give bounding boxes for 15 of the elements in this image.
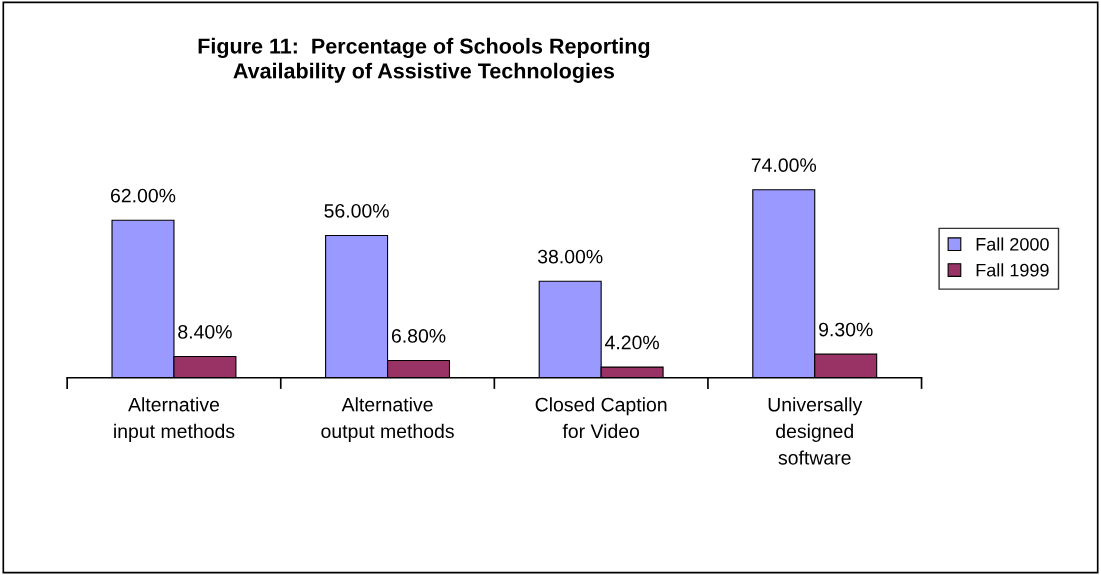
data-label: 4.20% xyxy=(605,335,659,350)
legend-label: Fall 1999 xyxy=(976,263,1049,277)
data-label: 56.00% xyxy=(324,203,389,218)
data-label: 38.00% xyxy=(537,249,603,264)
legend-label: Fall 2000 xyxy=(976,237,1049,251)
data-label: 8.40% xyxy=(178,324,232,339)
data-label: 9.30% xyxy=(819,322,873,337)
x-tick-label: Closed Caption for Video xyxy=(535,397,667,439)
data-label: 74.00% xyxy=(751,158,817,173)
data-label: 6.80% xyxy=(391,328,446,343)
x-tick-label: Universally designed software xyxy=(768,397,863,465)
x-tick-label: Alternative input methods xyxy=(114,397,235,442)
chart-title: Figure 11: Percentage of Schools Reporting Availability of Assistive Technologies xyxy=(198,37,650,83)
data-label: 62.00% xyxy=(111,188,176,203)
x-tick-label: Alternative output methods xyxy=(321,397,454,442)
